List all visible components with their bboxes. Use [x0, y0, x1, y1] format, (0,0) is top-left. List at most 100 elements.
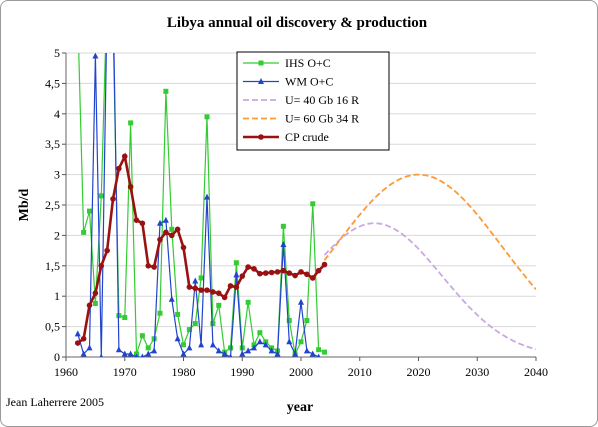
- legend-entry: U= 40 Gb 16 R: [285, 93, 359, 107]
- data-point: [251, 344, 257, 351]
- data-point: [292, 350, 299, 357]
- data-point: [87, 208, 92, 214]
- data-point: [221, 294, 228, 301]
- x-tick-label: 2010: [348, 365, 372, 379]
- data-point: [140, 353, 145, 357]
- data-point: [86, 344, 93, 351]
- data-point: [98, 263, 105, 269]
- legend-swatch-marker: [258, 78, 264, 84]
- data-point: [181, 342, 186, 348]
- data-point: [316, 353, 321, 357]
- legend-swatch-marker: [258, 134, 264, 140]
- data-point: [280, 241, 287, 248]
- data-point: [227, 283, 234, 289]
- data-point: [233, 271, 240, 278]
- data-point: [215, 290, 222, 296]
- data-point: [128, 120, 134, 126]
- data-point: [245, 264, 251, 270]
- data-point: [257, 270, 263, 277]
- data-point: [298, 269, 304, 275]
- data-point: [163, 229, 169, 236]
- data-point: [239, 350, 246, 357]
- x-tick-label: 2040: [524, 365, 548, 379]
- data-point: [309, 350, 316, 357]
- data-point: [274, 350, 281, 357]
- x-tick-label: 1970: [113, 365, 137, 379]
- y-tick-label: 2: [54, 228, 60, 242]
- data-point: [134, 353, 139, 357]
- data-point: [104, 247, 110, 254]
- data-point: [116, 165, 122, 172]
- y-tick-label: 5: [54, 46, 60, 60]
- series-4: [74, 152, 328, 346]
- data-point: [257, 330, 263, 336]
- data-point: [192, 285, 199, 292]
- y-tick-label: 4,5: [45, 76, 60, 90]
- data-point: [310, 201, 316, 207]
- credit-annotation: Jean Laherrere 2005: [6, 395, 104, 409]
- series-1: [74, 1, 321, 357]
- y-tick-label: 3: [54, 168, 60, 182]
- data-point: [127, 350, 134, 357]
- legend-entry: IHS O+C: [285, 56, 331, 70]
- data-point: [204, 287, 210, 293]
- y-tick-label: 3,5: [45, 137, 60, 151]
- data-point: [92, 300, 98, 306]
- data-point: [262, 341, 269, 348]
- y-tick-label: 2,5: [45, 198, 60, 212]
- x-axis-title: year: [287, 400, 313, 415]
- data-point: [162, 216, 169, 223]
- axes: [65, 53, 536, 358]
- legend-entry: CP crude: [285, 130, 329, 144]
- data-point: [104, 1, 110, 7]
- data-point: [192, 321, 198, 327]
- data-point: [92, 53, 99, 59]
- data-point: [80, 350, 87, 357]
- data-point: [280, 267, 287, 274]
- series-line: [323, 173, 536, 290]
- data-point: [169, 226, 175, 232]
- data-point: [98, 193, 104, 199]
- data-point: [274, 269, 281, 275]
- data-point: [315, 267, 322, 274]
- data-point: [262, 270, 269, 276]
- data-point: [321, 261, 328, 268]
- data-point: [75, 14, 80, 19]
- data-point: [121, 350, 128, 357]
- legend-swatch-marker: [258, 60, 264, 66]
- series-line: [77, 53, 319, 357]
- data-point: [233, 284, 240, 290]
- y-axis-title: Mb/d: [17, 188, 32, 221]
- data-point: [304, 318, 310, 324]
- data-point: [228, 345, 233, 351]
- data-point: [92, 290, 99, 296]
- series-layer: [74, 1, 536, 357]
- data-point: [99, 353, 103, 357]
- data-point: [298, 298, 304, 305]
- data-point: [215, 347, 222, 354]
- data-point: [157, 310, 163, 316]
- data-point: [292, 272, 298, 279]
- data-point: [168, 232, 175, 239]
- x-tick-label: 2000: [289, 365, 313, 379]
- data-point: [286, 338, 293, 345]
- data-point: [309, 275, 316, 281]
- data-point: [175, 311, 181, 317]
- y-tick-label: 4: [54, 107, 60, 121]
- data-point: [133, 217, 140, 223]
- data-point: [198, 275, 204, 281]
- data-point: [245, 347, 252, 354]
- y-tick-label: 0,5: [45, 320, 60, 334]
- data-point: [245, 299, 251, 305]
- data-point: [298, 339, 304, 345]
- data-point: [180, 350, 187, 357]
- data-point: [163, 88, 169, 94]
- data-point: [127, 183, 134, 190]
- data-point: [210, 289, 216, 295]
- data-point: [216, 302, 222, 308]
- data-point: [110, 196, 116, 202]
- data-point: [209, 341, 216, 348]
- data-point: [304, 271, 310, 278]
- data-point: [192, 277, 199, 284]
